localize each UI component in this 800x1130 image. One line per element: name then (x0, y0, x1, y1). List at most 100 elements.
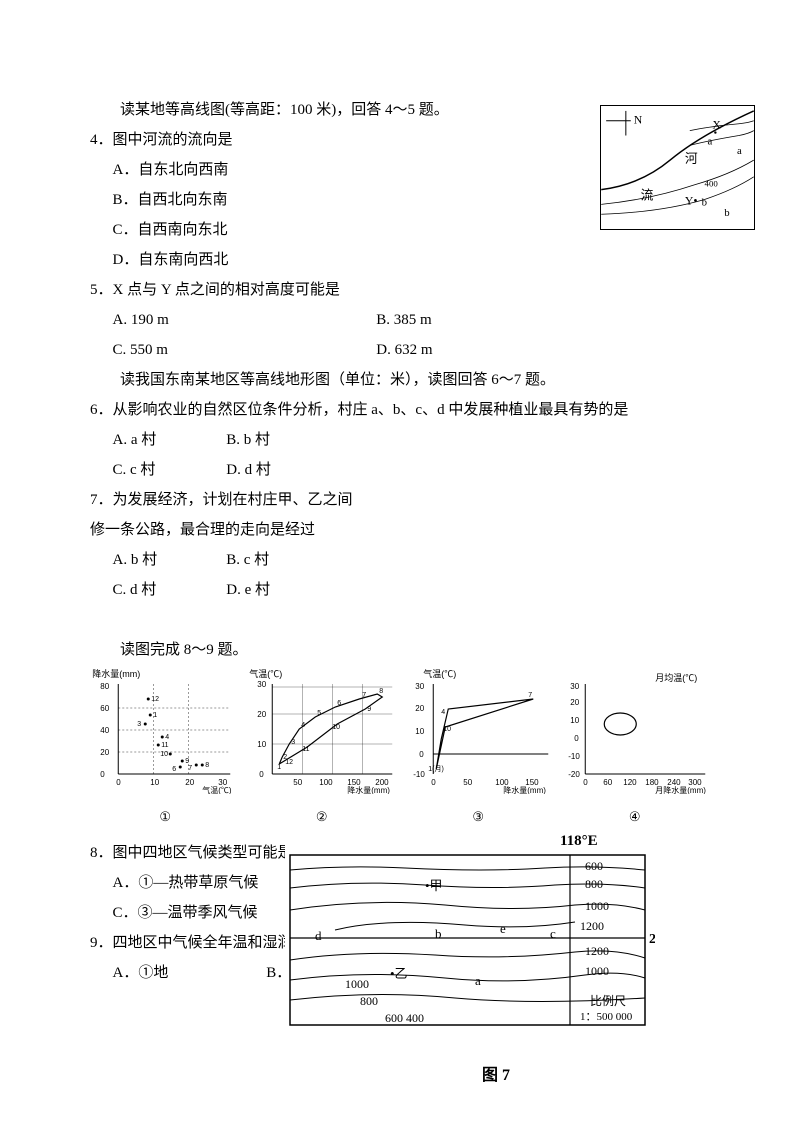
svg-text:a: a (475, 973, 481, 988)
q6-choice-a: A. a 村 (113, 425, 223, 455)
intro-89-text: 读图完成 8～9 题。 (90, 635, 710, 665)
q4-choice-c: C．自西南向东北 (113, 215, 228, 245)
svg-text:0: 0 (431, 778, 436, 787)
svg-text:4: 4 (165, 734, 169, 741)
chart-4: 月均温(℃) -20 -10 0 10 20 30 0 60 120 180 2… (560, 669, 711, 830)
svg-text:7: 7 (528, 692, 532, 699)
fig-contour-small: N X a a 河 400 流 Y• b b (600, 105, 755, 230)
svg-text:30: 30 (570, 682, 579, 691)
svg-text:1000: 1000 (345, 977, 369, 991)
svg-text:5: 5 (317, 710, 321, 717)
svg-text:6: 6 (172, 766, 176, 773)
svg-text:600 400: 600 400 (385, 1011, 424, 1025)
svg-text:-10: -10 (568, 752, 580, 761)
svg-text:11: 11 (161, 742, 168, 749)
b-label-1: b (702, 196, 707, 208)
chart-2: 气温(℃) 0 10 20 30 50 100 150 200 降水量(mm) … (247, 669, 398, 830)
svg-text:0: 0 (100, 770, 105, 779)
svg-text:20: 20 (570, 698, 579, 707)
svg-text:0: 0 (259, 770, 264, 779)
contour-400-label: 400 (705, 179, 719, 189)
c3-xlabel: 降水量(mm) (503, 785, 546, 794)
q9-choice-a: A．①地 (113, 958, 263, 988)
svg-text:20: 20 (415, 704, 424, 713)
scale-label: 比例尺 (590, 994, 626, 1008)
svg-text:60: 60 (603, 778, 612, 787)
chart-3: 气温(℃) -10 0 10 20 30 0 50 100 150 降水量(mm… (403, 669, 554, 830)
x-point-label: X (712, 118, 721, 132)
c3-ylabel: 气温(℃) (423, 669, 456, 679)
svg-text:1200: 1200 (585, 944, 609, 958)
svg-text:•乙: •乙 (390, 966, 408, 981)
svg-text:d: d (315, 928, 322, 943)
svg-text:50: 50 (463, 778, 472, 787)
c4-xlabel: 月降水量(mm) (655, 785, 706, 794)
svg-text:1000: 1000 (585, 899, 609, 913)
q4-choice-b: B．自西北向东南 (113, 185, 228, 215)
scale-value: 1：500 000 (580, 1011, 633, 1023)
q6-choice-b: B. b 村 (226, 425, 270, 455)
c2-ylabel: 气温(℃) (249, 669, 282, 679)
svg-text:0: 0 (583, 778, 588, 787)
svg-text:12: 12 (151, 696, 159, 703)
q7-title: 7．为发展经济，计划在村庄甲、乙之间 (90, 485, 710, 515)
q7-choice-a: A. b 村 (113, 545, 223, 575)
q6-choice-c: C. c 村 (113, 455, 223, 485)
svg-text:e: e (500, 921, 506, 936)
svg-text:-20: -20 (568, 770, 580, 779)
svg-text:30: 30 (415, 682, 424, 691)
svg-text:0: 0 (574, 734, 579, 743)
svg-text:100: 100 (319, 778, 333, 787)
q5-choice-d: D. 632 m (376, 335, 432, 365)
chart-1-num: ① (90, 804, 241, 830)
lat-label: 28°N (649, 932, 655, 947)
svg-text:10: 10 (415, 727, 424, 736)
q5-choice-b: B. 385 m (376, 305, 431, 335)
chart-2-num: ② (247, 804, 398, 830)
svg-text:9: 9 (185, 758, 189, 765)
svg-text:b: b (435, 926, 442, 941)
svg-text:600: 600 (585, 859, 603, 873)
svg-text:1: 1 (277, 764, 281, 771)
svg-text:1200: 1200 (580, 919, 604, 933)
fig7-caption: 图 7 (482, 1060, 510, 1092)
q7-choice-b: B. c 村 (226, 545, 269, 575)
svg-text:4: 4 (301, 722, 305, 729)
svg-text:20: 20 (185, 778, 194, 787)
svg-text:10: 10 (570, 716, 579, 725)
q7-line2: 修一条公路，最合理的走向是经过 (90, 515, 710, 545)
svg-text:8: 8 (379, 688, 383, 695)
svg-text:30: 30 (257, 680, 266, 689)
chart-1: 降水量(mm) 0 20 40 60 80 0 10 20 30 气温(℃) 1… (90, 669, 241, 830)
fig-contour-medium: 118°E 28°N 600 800 1000 1200 1200 1000 1… (285, 830, 655, 1055)
y-point-label: Y• (685, 193, 698, 207)
svg-text:10: 10 (160, 751, 168, 758)
svg-text:10: 10 (443, 726, 451, 733)
lon-label: 118°E (560, 833, 598, 849)
svg-text:4: 4 (441, 709, 445, 716)
svg-text:10: 10 (150, 778, 159, 787)
q6-title: 6．从影响农业的自然区位条件分析，村庄 a、b、c、d 中发展种植业最具有势的是 (90, 395, 710, 425)
q6-choice-d: D. d 村 (226, 455, 271, 485)
svg-text:20: 20 (100, 748, 109, 757)
svg-text:60: 60 (100, 704, 109, 713)
svg-text:20: 20 (257, 710, 266, 719)
svg-text:800: 800 (585, 877, 603, 891)
svg-text:1: 1 (153, 712, 157, 719)
c1-ylabel: 降水量(mm) (92, 669, 140, 679)
q5-choice-a: A. 190 m (113, 305, 373, 335)
svg-text:11: 11 (302, 746, 309, 753)
svg-text:80: 80 (100, 682, 109, 691)
q5-title: 5．X 点与 Y 点之间的相对高度可能是 (90, 275, 710, 305)
svg-text:0: 0 (419, 750, 424, 759)
chart-3-num: ③ (403, 804, 554, 830)
svg-text:•甲: •甲 (425, 878, 443, 893)
a-label-1: a (708, 135, 713, 147)
intro-67-text: 读我国东南某地区等高线地形图（单位：米），读图回答 6～7 题。 (90, 365, 710, 395)
q7-choice-c: C. d 村 (113, 575, 223, 605)
q4-choice-a: A．自东北向西南 (113, 155, 229, 185)
svg-text:7: 7 (362, 692, 366, 699)
svg-text:9: 9 (367, 706, 371, 713)
svg-text:8: 8 (205, 762, 209, 769)
charts-row: 降水量(mm) 0 20 40 60 80 0 10 20 30 气温(℃) 1… (90, 669, 710, 830)
